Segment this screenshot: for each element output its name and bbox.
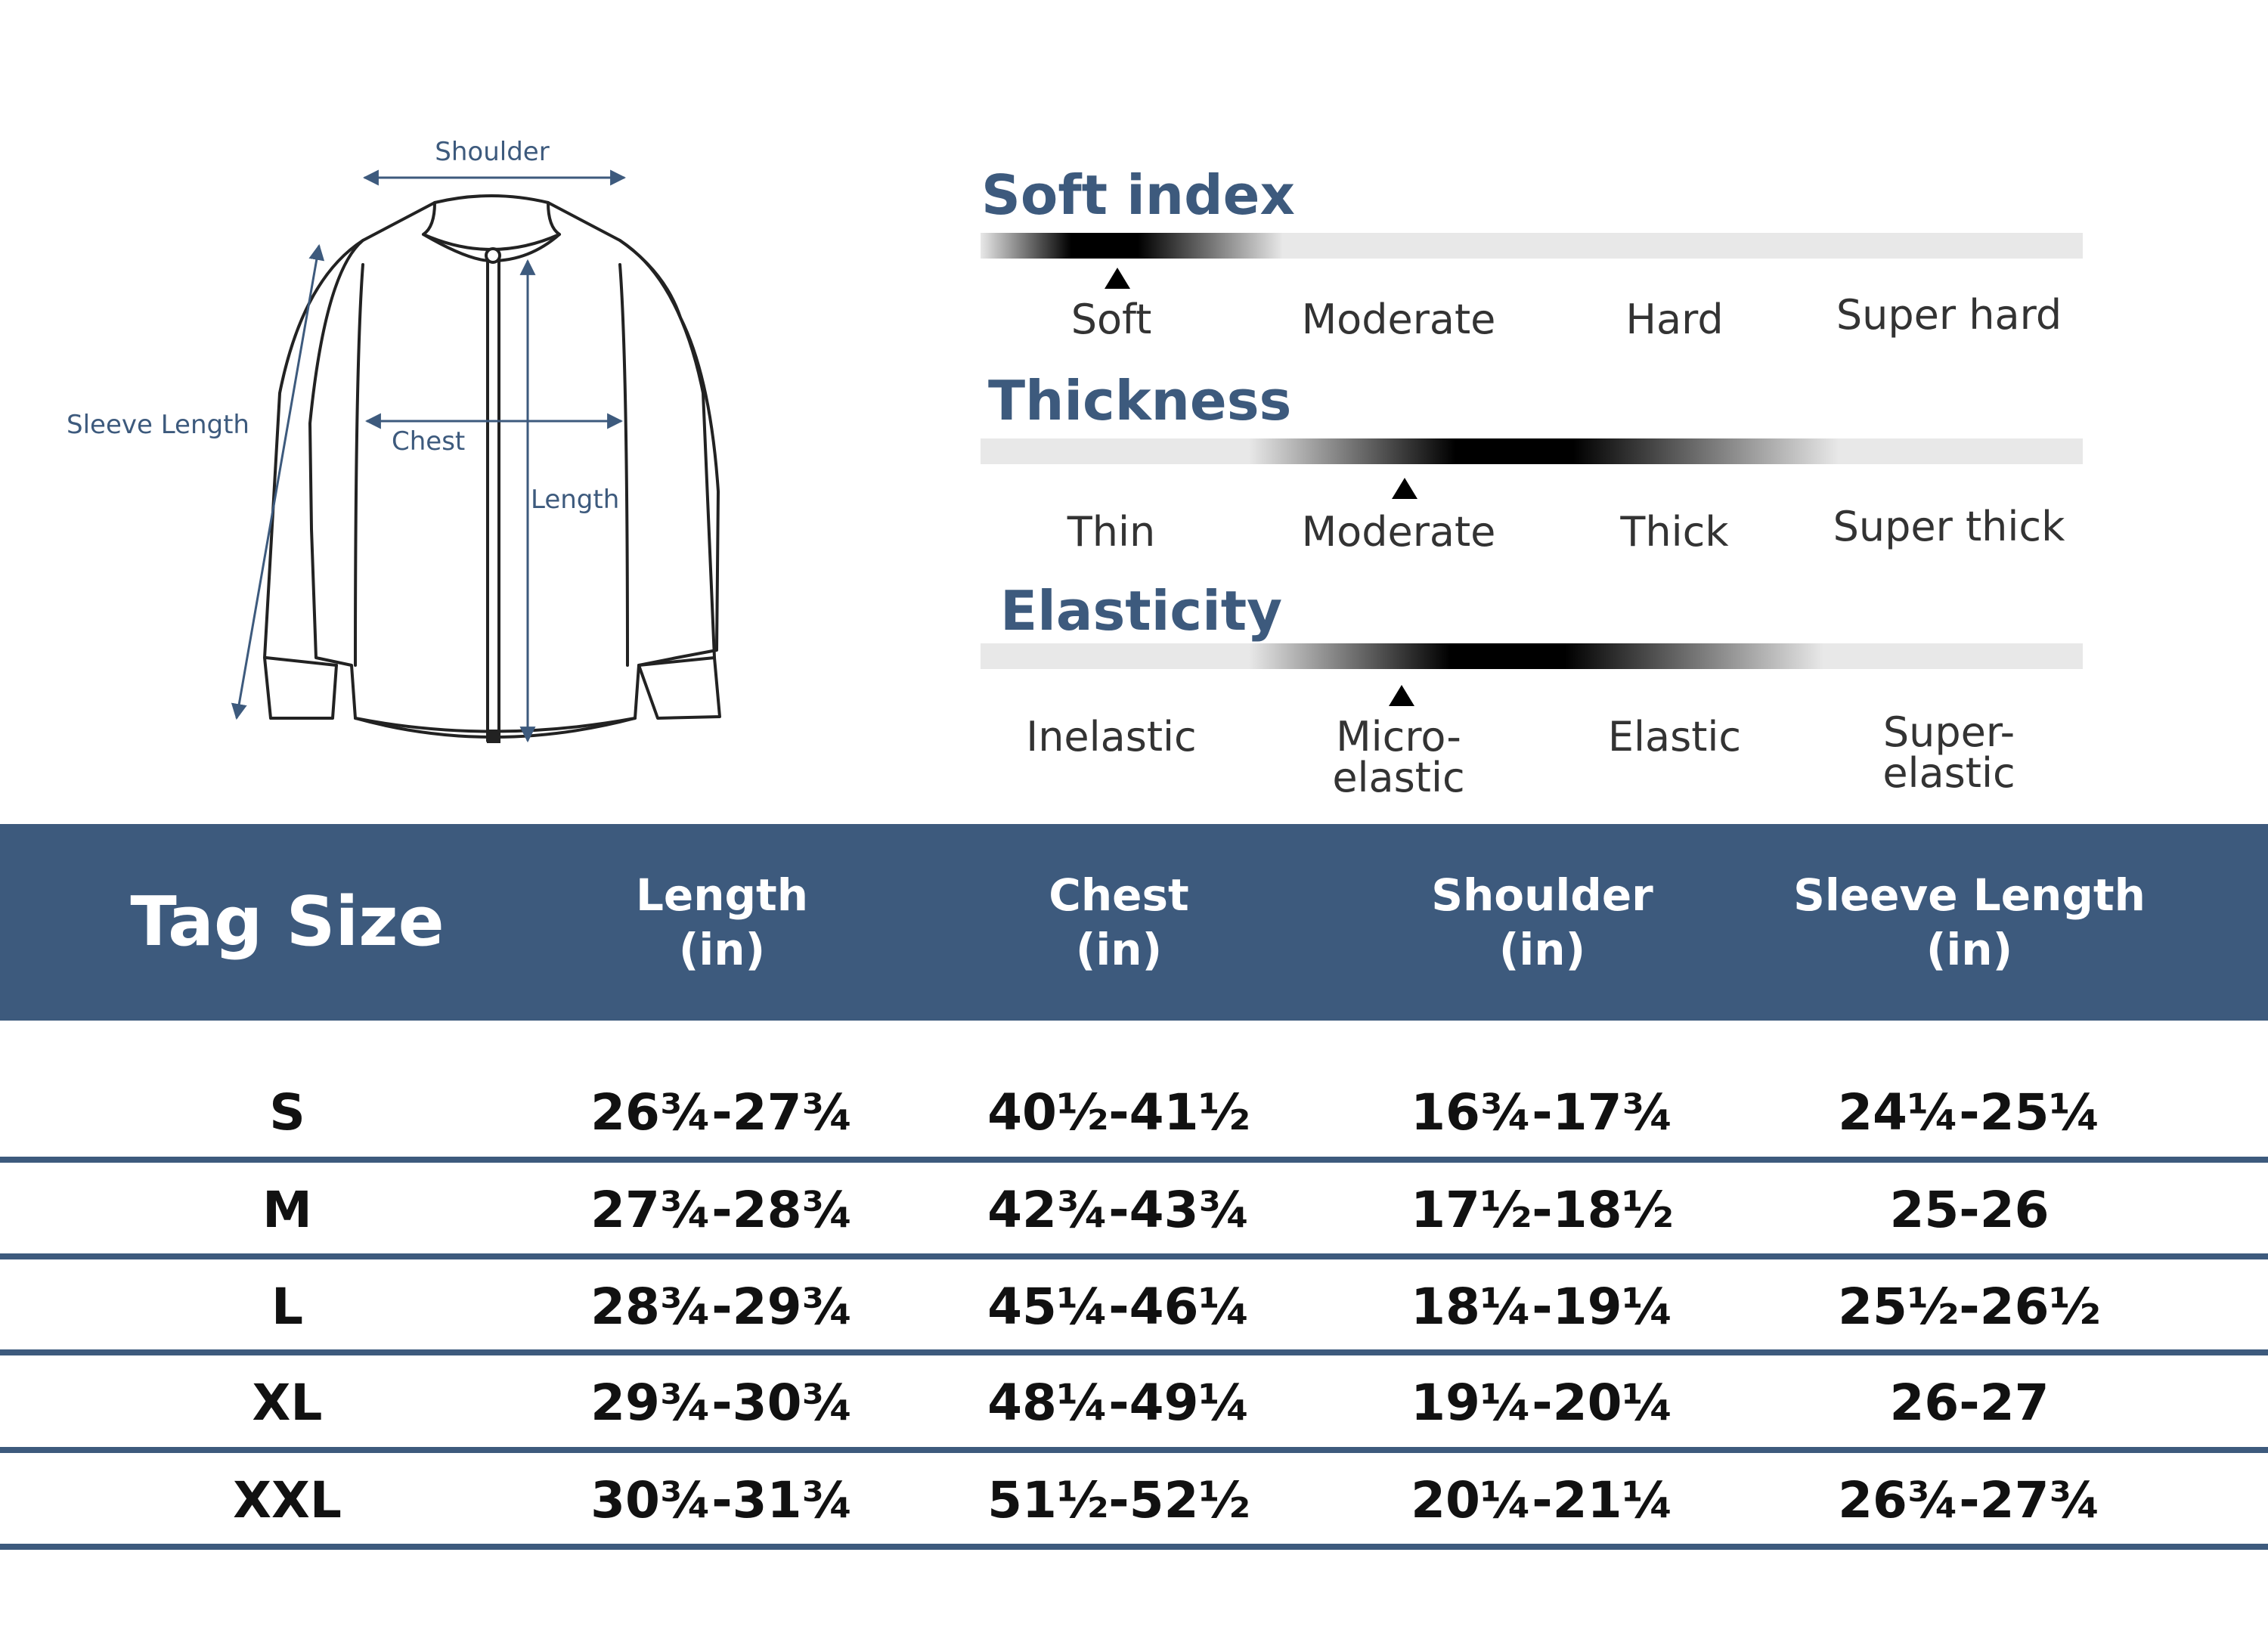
header-shoulder-unit: (in) [1498, 924, 1586, 975]
table-row: M 27¾-28¾ 42¾-43¾ 17½-18½ 25-26 [0, 1163, 2268, 1256]
cell-shoulder: 20¼-21¼ [1411, 1470, 1674, 1529]
cell-length: 26¾-27¾ [590, 1083, 854, 1142]
table-row: S 26¾-27¾ 40½-41½ 16¾-17¾ 24¼-25¼ [0, 1051, 2268, 1173]
header-chest-name: Chest [1049, 869, 1189, 921]
size-table-header: Tag Size Length (in) Chest (in) Shoulder… [0, 824, 2268, 1021]
soft-index-bar [981, 233, 2083, 259]
header-chest-unit: (in) [1075, 924, 1163, 975]
header-length-name: Length [635, 869, 809, 921]
header-sleeve-length-name: Sleeve Length [1793, 869, 2146, 921]
sleeve-length-label: Sleeve Length [67, 410, 249, 440]
cell-length: 28¾-29¾ [590, 1277, 854, 1336]
cell-length: 30¾-31¾ [590, 1470, 854, 1529]
elasticity-level-elastic: Elastic [1607, 713, 1742, 761]
thickness-level-super-thick: Super thick [1833, 503, 2065, 550]
cell-chest: 51½-52½ [987, 1470, 1250, 1529]
cell-shoulder: 17½-18½ [1411, 1180, 1674, 1239]
cell-shoulder: 16¾-17¾ [1411, 1083, 1674, 1142]
cell-length: 27¾-28¾ [590, 1180, 854, 1239]
thickness-bar [981, 438, 2083, 464]
header-sleeve-length-unit: (in) [1926, 924, 2013, 975]
row-divider [0, 1544, 2268, 1550]
thickness-marker [1392, 478, 1418, 499]
cell-chest: 45¼-46¼ [987, 1277, 1250, 1336]
elasticity-level-super-elastic: Super-elastic [1882, 708, 2015, 797]
row-divider [0, 1253, 2268, 1259]
thickness-level-moderate: Moderate [1301, 508, 1496, 556]
cell-sleeve-length: 24¼-25¼ [1838, 1083, 2101, 1142]
header-tag-size: Tag Size [130, 881, 445, 962]
elasticity-bar [981, 643, 2083, 669]
thickness-level-thick: Thick [1620, 508, 1729, 556]
row-divider [0, 1349, 2268, 1355]
jacket-diagram: Shoulder Sleeve Length Chest Length [67, 137, 721, 743]
soft-index-level-moderate: Moderate [1301, 296, 1496, 343]
table-row: XL 29¾-30¾ 48¼-49¼ 19¼-20¼ 26-27 [0, 1355, 2268, 1449]
row-divider [0, 1447, 2268, 1453]
cell-size: S [269, 1083, 305, 1142]
jacket-outline [263, 194, 721, 742]
cell-size: L [271, 1277, 304, 1336]
cell-chest: 48¼-49¼ [987, 1373, 1250, 1432]
header-length: Length (in) [575, 824, 869, 1021]
thickness-level-thin: Thin [1067, 508, 1156, 556]
cell-chest: 40½-41½ [987, 1083, 1250, 1142]
header-shoulder: Shoulder (in) [1395, 824, 1690, 1021]
elasticity-level-micro-elastic: Micro-elastic [1332, 713, 1465, 801]
header-sleeve-length: Sleeve Length (in) [1788, 824, 2151, 1021]
cell-size: XXL [233, 1470, 342, 1529]
header-shoulder-name: Shoulder [1431, 869, 1653, 921]
cell-shoulder: 18¼-19¼ [1411, 1277, 1674, 1336]
soft-index-level-hard: Hard [1625, 296, 1724, 343]
chest-label: Chest [392, 426, 465, 457]
shoulder-label: Shoulder [435, 137, 549, 167]
cell-size: XL [252, 1373, 323, 1432]
soft-index-level-super-hard: Super hard [1836, 291, 2062, 339]
table-row: XXL 30¾-31¾ 51½-52½ 20¼-21¼ 26¾-27¾ [0, 1453, 2268, 1547]
row-divider [0, 1157, 2268, 1163]
cell-sleeve-length: 26¾-27¾ [1838, 1470, 2101, 1529]
cell-sleeve-length: 26-27 [1889, 1373, 2050, 1432]
cell-shoulder: 19¼-20¼ [1411, 1373, 1674, 1432]
soft-index-title: Soft index [981, 163, 1295, 227]
length-label: Length [531, 485, 619, 515]
soft-index-marker [1105, 268, 1130, 289]
elasticity-marker [1389, 685, 1414, 706]
thickness-title: Thickness [988, 369, 1292, 432]
cell-sleeve-length: 25½-26½ [1838, 1277, 2101, 1336]
cell-size: M [262, 1180, 312, 1239]
cell-chest: 42¾-43¾ [987, 1180, 1250, 1239]
cell-length: 29¾-30¾ [590, 1373, 854, 1432]
soft-index-level-soft: Soft [1070, 296, 1152, 343]
sleeve-length-arrow [231, 243, 325, 720]
table-row: L 28¾-29¾ 45¼-46¼ 18¼-19¼ 25½-26½ [0, 1259, 2268, 1353]
elasticity-level-inelastic: Inelastic [1026, 713, 1197, 761]
elasticity-title: Elasticity [1000, 579, 1283, 643]
header-length-unit: (in) [678, 924, 766, 975]
header-chest: Chest (in) [971, 824, 1266, 1021]
cell-sleeve-length: 25-26 [1889, 1180, 2050, 1239]
